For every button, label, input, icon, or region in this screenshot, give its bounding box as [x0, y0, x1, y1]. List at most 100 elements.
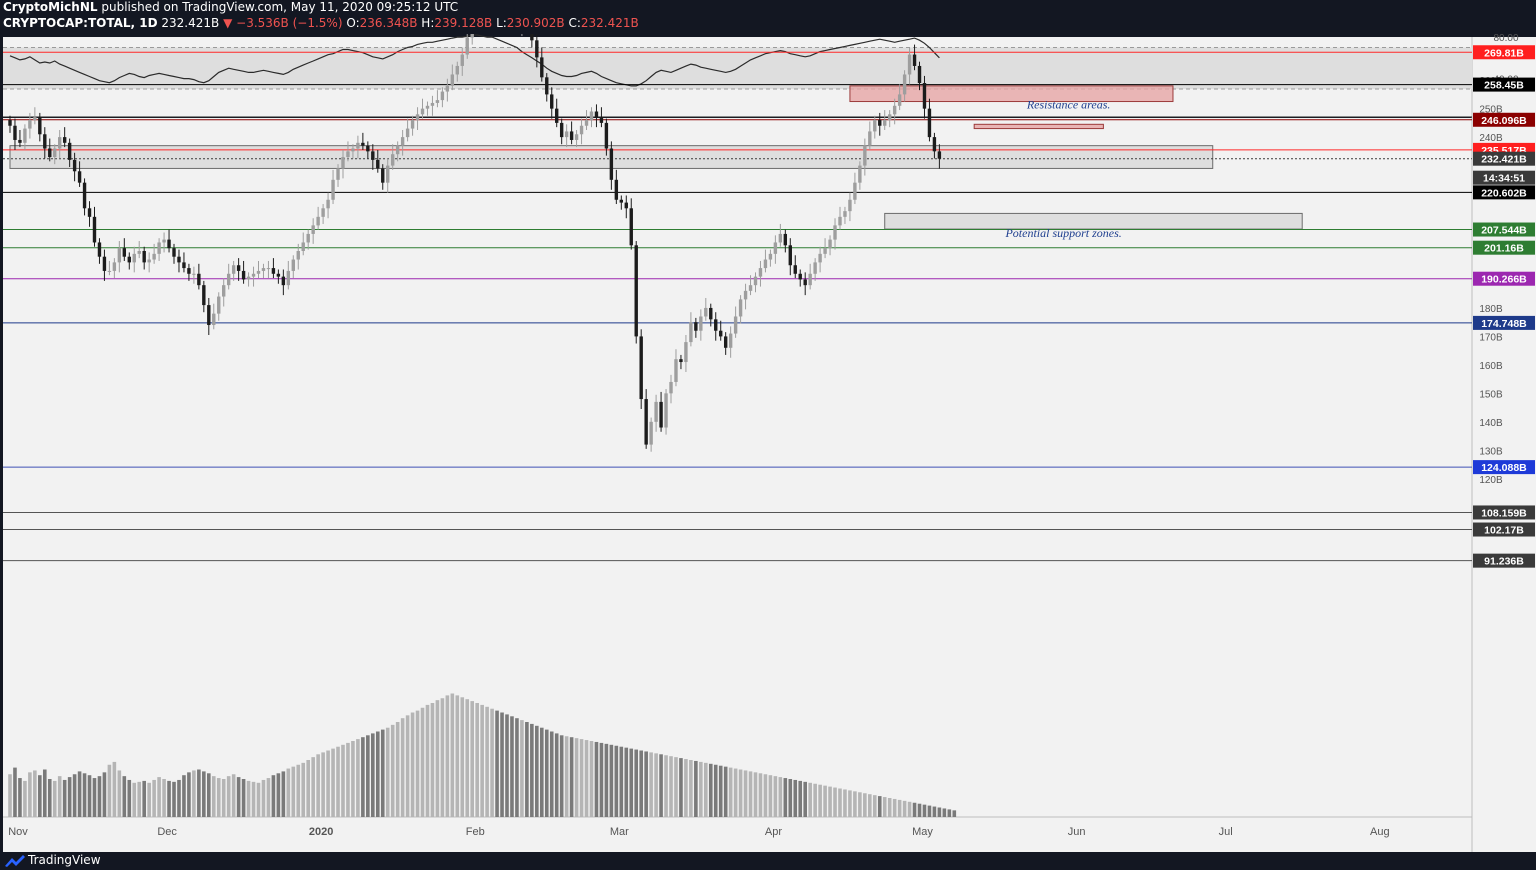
volume-bar	[425, 704, 430, 817]
time-tick-label: Mar	[610, 826, 629, 838]
publication-line: CryptoMichNL published on TradingView.co…	[3, 0, 458, 14]
volume-bar	[341, 744, 345, 817]
candle-body	[97, 242, 102, 257]
volume-bar	[699, 761, 703, 817]
volume-bar	[271, 775, 276, 817]
price-tick-label: 180B	[1479, 304, 1503, 315]
volume-bar	[346, 742, 350, 817]
candle-body	[838, 216, 842, 226]
time-tick-label: Dec	[157, 826, 177, 838]
candle-body	[763, 259, 768, 269]
volume-bar	[723, 766, 728, 817]
author-name[interactable]: CryptoMichNL	[3, 0, 98, 14]
volume-bar	[415, 710, 420, 817]
volume-bar	[241, 779, 246, 817]
volume-bar	[375, 731, 380, 817]
candle-body	[669, 381, 673, 394]
volume-bar	[435, 700, 440, 817]
volume-bar	[520, 720, 524, 817]
candle-body	[753, 276, 758, 286]
price-tick-label: 150B	[1479, 389, 1503, 400]
candle-body	[659, 401, 663, 428]
close-value: 232.421B	[580, 16, 639, 30]
price-chart[interactable]: 80.0040.00 120B 130B 140B 150B 160B 170B 180B 24…	[0, 34, 1536, 852]
candle-body	[202, 285, 206, 306]
volume-bar	[649, 752, 653, 817]
volume-bar	[748, 771, 753, 817]
candle-body	[236, 265, 241, 271]
chart-header: CryptoMichNL published on TradingView.co…	[0, 0, 1536, 34]
candle-body	[624, 202, 628, 209]
candle-body	[415, 114, 420, 121]
level-badge	[1473, 460, 1535, 475]
volume-bar	[420, 707, 425, 817]
volume-bar	[485, 706, 489, 817]
chart-annotation: Potential support zones.	[1004, 226, 1121, 240]
candle-body	[465, 37, 469, 55]
candle-body	[346, 151, 350, 158]
volume-bar	[102, 772, 107, 817]
volume-bar	[589, 741, 594, 817]
candle-body	[704, 307, 708, 317]
volume-bar	[818, 784, 822, 817]
symbol-label[interactable]: CRYPTOCAP:TOTAL, 1D	[3, 16, 158, 30]
volume-bar	[197, 769, 201, 817]
volume-bar	[440, 698, 445, 817]
volume-bar	[783, 778, 788, 817]
volume-bar	[554, 733, 559, 817]
candle-body	[226, 273, 231, 286]
candle-body	[147, 259, 151, 263]
candle-body	[738, 299, 743, 317]
time-tick-label: Apr	[765, 826, 782, 838]
volume-bar	[87, 775, 92, 817]
volume-bar	[853, 791, 857, 817]
candle-body	[892, 105, 897, 115]
candle-body	[271, 268, 276, 274]
level-badge	[1473, 240, 1535, 255]
published-text: published on TradingView.com, May 11, 20…	[101, 0, 459, 14]
volume-bar	[82, 773, 87, 817]
price-tick-label: 120B	[1479, 475, 1503, 486]
candle-body	[440, 91, 445, 101]
volume-bar	[470, 701, 475, 817]
volume-bar	[937, 807, 942, 817]
volume-bar	[286, 768, 291, 817]
volume-bar	[679, 758, 683, 817]
level-badge	[1473, 151, 1535, 166]
candle-body	[77, 171, 82, 183]
candle-body	[207, 305, 211, 326]
candle-body	[400, 137, 405, 146]
high-value: 239.128B	[434, 16, 493, 30]
volume-bar	[624, 747, 629, 817]
candle-body	[256, 270, 261, 274]
resistance-zone	[849, 85, 1174, 103]
volume-bar	[922, 804, 927, 817]
open-label: O:	[346, 16, 360, 30]
volume-bar	[758, 773, 763, 817]
volume-bar	[768, 775, 773, 817]
level-badge-label: 124.088B	[1481, 462, 1527, 474]
candle-body	[858, 165, 862, 183]
candle-body	[684, 342, 688, 363]
volume-bar	[942, 808, 947, 817]
candle-body	[853, 182, 857, 200]
volume-bar	[584, 740, 589, 817]
tradingview-logo-icon[interactable]	[4, 854, 26, 868]
volume-bar	[231, 774, 236, 817]
brand-name[interactable]: TradingView	[28, 853, 101, 867]
volume-bar	[599, 742, 604, 817]
volume-bar	[733, 768, 738, 817]
volume-bar	[38, 775, 42, 817]
time-tick-label: Aug	[1370, 826, 1390, 838]
volume-bar	[33, 770, 37, 817]
volume-bar	[306, 760, 310, 817]
candle-body	[897, 94, 902, 106]
volume-bar	[97, 776, 102, 817]
price-tick-label: 130B	[1479, 446, 1503, 457]
rsi-group: 80.0040.00	[3, 34, 1519, 90]
candle-body	[212, 313, 216, 326]
volume-bar	[480, 704, 484, 817]
candle-body	[33, 117, 37, 121]
candle-body	[222, 285, 226, 297]
candle-body	[450, 74, 455, 86]
